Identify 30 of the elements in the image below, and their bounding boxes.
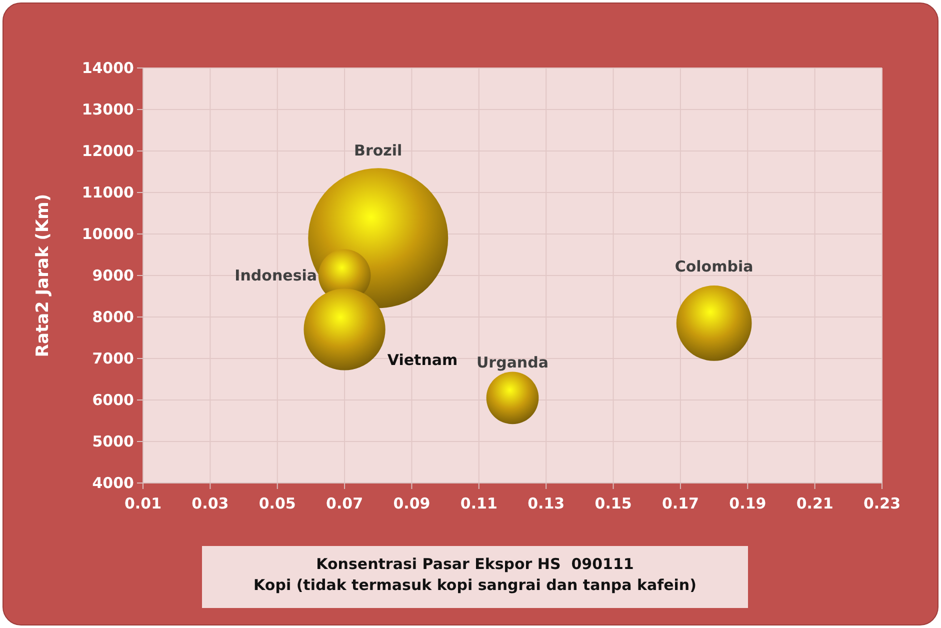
x-tick-label: 0.03	[192, 494, 229, 512]
y-tick-label: 14000	[82, 58, 134, 77]
x-tick-label: 0.11	[460, 494, 498, 512]
x-tick-label: 0.15	[594, 494, 632, 512]
y-tick-label: 13000	[82, 100, 134, 118]
y-tick-label: 9000	[92, 266, 134, 284]
y-tick-label: 8000	[92, 308, 134, 326]
x-axis-title: Konsentrasi Pasar Ekspor HS 090111 Kopi (tidak termasuk kopi sangrai dan tanpa kafein)	[254, 555, 696, 594]
x-tick-label: 0.21	[796, 494, 834, 512]
x-tick-label: 0.01	[124, 494, 162, 512]
y-tick-label: 11000	[82, 183, 134, 202]
x-tick-label: 0.05	[258, 494, 296, 512]
y-axis-title: Rata2 Jarak (Km)	[33, 194, 53, 358]
y-tick-label: 12000	[82, 142, 134, 160]
x-tick-label: 0.23	[863, 494, 901, 512]
y-tick-label: 10000	[82, 224, 134, 243]
x-tick-label: 0.09	[393, 494, 430, 512]
series-label: Vietnam	[387, 351, 458, 370]
y-tick-label: 4000	[92, 474, 134, 492]
series-label: Colombia	[674, 258, 754, 276]
x-tick-label: 0.19	[729, 494, 766, 512]
x-tick-label: 0.13	[528, 494, 565, 512]
x-tick-label: 0.17	[662, 494, 699, 512]
series-label: Indonesia	[234, 266, 318, 284]
y-tick-label: 6000	[92, 390, 134, 409]
series-label: Brozil	[354, 142, 402, 160]
x-tick-label: 0.07	[326, 494, 364, 512]
y-tick-label: 5000	[92, 432, 134, 450]
y-tick-label: 7000	[92, 349, 134, 368]
series-label: Urganda	[476, 354, 548, 372]
